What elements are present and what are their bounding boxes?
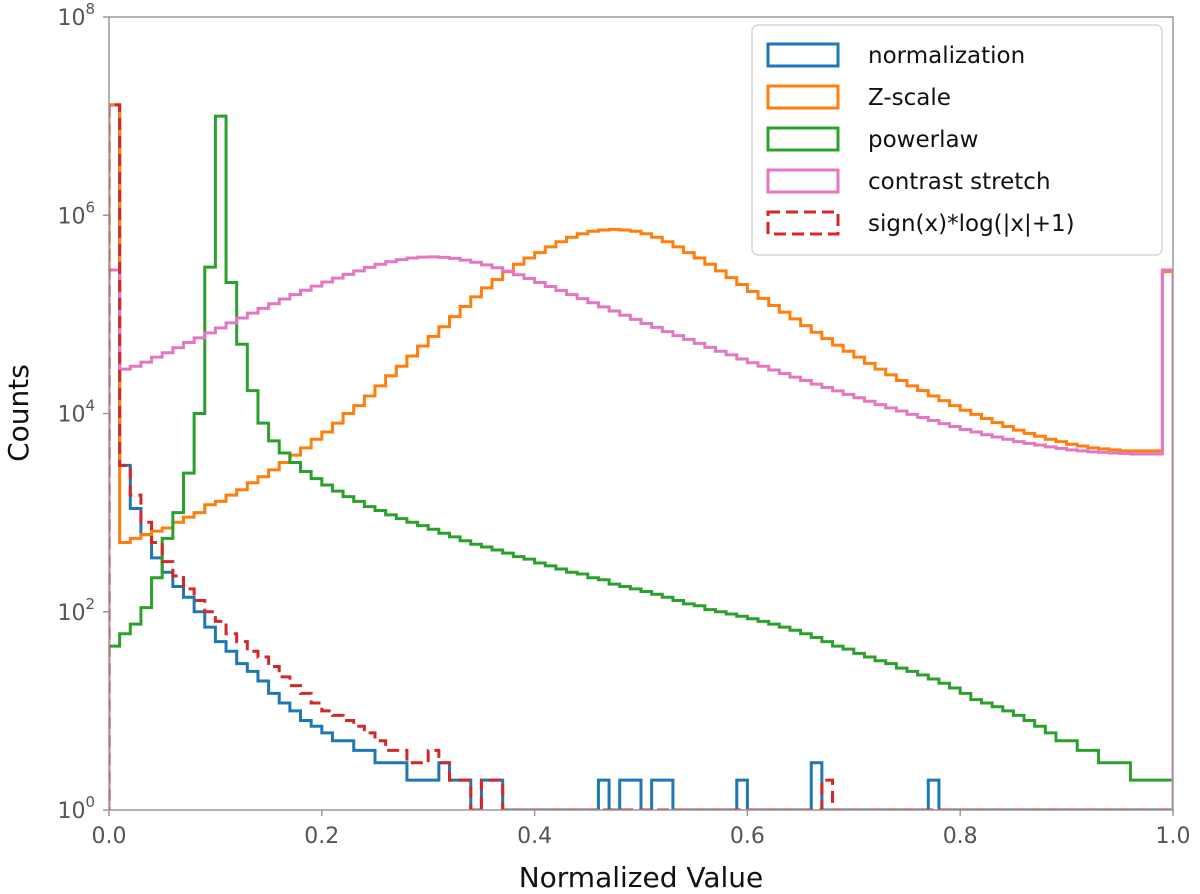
legend: normalization Z-scale powerlaw contrast str…	[751, 24, 1163, 256]
y-tick-label-3: 106	[57, 198, 95, 229]
series-layer	[109, 103, 1173, 810]
legend-swatch-2	[766, 126, 840, 152]
series-line-2	[109, 114, 1173, 810]
axes-layer: 0.0 0.2 0.4 0.6 0.8 1.0 100 102 104 106 108	[57, 0, 1190, 849]
y-tick-label-4: 108	[57, 0, 95, 31]
legend-box	[751, 24, 1163, 256]
y-axis-title: Counts	[2, 364, 35, 462]
series-line-0	[109, 103, 1173, 810]
x-axis-title: Normalized Value	[519, 861, 764, 894]
legend-label-0: normalization	[868, 43, 1025, 69]
series-line-3	[109, 255, 1173, 810]
legend-label-2: powerlaw	[868, 127, 978, 153]
legend-label-4: sign(x)*log(|x|+1)	[868, 211, 1075, 237]
legend-swatch-1	[766, 84, 840, 110]
x-tick-label-5: 1.0	[1156, 824, 1191, 849]
legend-swatch-4	[766, 210, 840, 236]
legend-swatch-0	[766, 42, 840, 68]
y-tick-label-1: 102	[57, 595, 95, 626]
x-tick-label-2: 0.4	[517, 824, 552, 849]
series-line-1	[109, 103, 1173, 810]
legend-label-1: Z-scale	[868, 85, 951, 111]
legend-swatch-3	[766, 168, 840, 194]
x-tick-label-0: 0.0	[92, 824, 127, 849]
x-tick-label-1: 0.2	[304, 824, 339, 849]
x-tick-label-3: 0.6	[730, 824, 765, 849]
x-tick-label-4: 0.8	[943, 824, 978, 849]
y-tick-label-2: 104	[57, 397, 95, 428]
legend-label-3: contrast stretch	[868, 169, 1051, 195]
series-line-4	[109, 103, 1173, 810]
y-tick-label-0: 100	[57, 793, 95, 824]
